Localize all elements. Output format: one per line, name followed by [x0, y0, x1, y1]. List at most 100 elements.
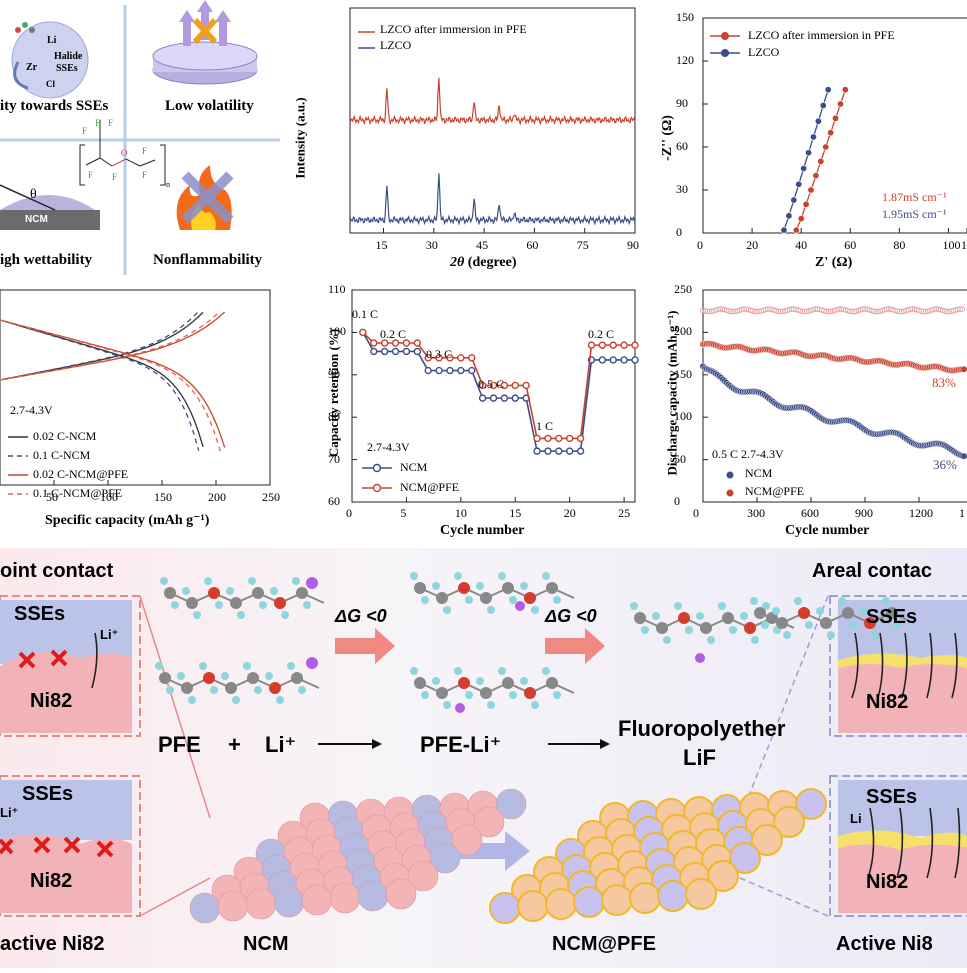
cycling-ce-point: [944, 308, 950, 315]
h-atom: [476, 677, 484, 685]
h-atom: [160, 577, 168, 585]
rate-point: [500, 394, 509, 402]
cycling-ce-point: [920, 308, 927, 315]
rate-point: [565, 434, 574, 443]
cycling-ce-point: [752, 308, 758, 315]
rate-ytick-label: 110: [328, 282, 346, 296]
cycling-ce-point: [765, 306, 771, 312]
sses-label-2: SSEs: [22, 783, 74, 805]
ncm-substrate: [0, 210, 100, 230]
cycling-ce-point: [873, 308, 879, 315]
cycling-ytick-label: 0: [674, 494, 680, 508]
h-atom: [816, 607, 824, 615]
atom: [458, 582, 470, 594]
cycling-ce-point: [739, 306, 745, 313]
atom-zr: Zr: [26, 62, 38, 73]
ncm-particle: [473, 806, 505, 838]
rate-point: [576, 447, 585, 455]
eis-point: [814, 117, 822, 125]
rate-legend-marker-0: [372, 463, 382, 473]
rate-point: [620, 341, 628, 349]
cycling-ce-point: [823, 308, 829, 315]
cycling-ytick-label: 50: [674, 451, 686, 466]
cycling-ce-point: [836, 306, 842, 313]
eis-point: [832, 114, 840, 122]
sses-label-3: SSEs: [866, 606, 918, 628]
h-atom: [827, 631, 835, 639]
rate-xtick-label: 20: [563, 506, 576, 520]
rate-ytick-label: 70: [328, 451, 340, 466]
rate-point: [457, 354, 465, 362]
eis-point: [819, 101, 827, 109]
cycling-legend-marker-0: [726, 471, 734, 479]
li-ion: [695, 653, 705, 663]
h-atom: [761, 621, 769, 629]
xrd-xtick-label: 45: [476, 238, 489, 252]
h-atom: [630, 602, 638, 610]
h-atom: [265, 672, 273, 680]
cd-voltage-label: 2.7-4.3V: [10, 403, 53, 417]
ncm-particle-grid: [189, 788, 527, 924]
cd-discharge-curve-3: [0, 319, 221, 452]
rate-point: [555, 434, 563, 443]
eis-point: [822, 143, 830, 151]
sse-sphere-icon: [11, 21, 89, 99]
h-atom: [237, 611, 245, 619]
rate-point: [544, 447, 552, 455]
property-wettability-label: igh wettability: [0, 252, 93, 268]
cycling-ce-point: [959, 306, 966, 312]
ncm-particle: [407, 860, 439, 892]
atom: [181, 682, 193, 694]
cycling-legend-2: NCM@PFE: [745, 484, 805, 498]
h-atom: [292, 577, 300, 585]
cycling-ce-point: [896, 308, 903, 315]
h-atom: [805, 621, 813, 629]
h-atom: [674, 602, 682, 610]
atom: [480, 592, 492, 604]
li-ion: [306, 657, 318, 669]
ni82-label-2: Ni82: [30, 870, 73, 892]
atom: [296, 587, 308, 599]
eis-point: [836, 100, 844, 108]
property-stability-label: ity towards SSEs: [0, 98, 109, 114]
rate-ytick-label: 60: [328, 494, 340, 508]
ni82-label-1: Ni82: [30, 690, 73, 712]
h-atom: [542, 572, 550, 580]
ni82-label-4: Ni82: [866, 871, 909, 893]
h-atom: [641, 626, 649, 634]
atom: [436, 687, 448, 699]
rate-c-label: 0.2 C: [588, 327, 615, 341]
cd-legend-label: 0.02 C-NCM@PFE: [33, 467, 129, 481]
xrd-ylabel: Intensity (a.u.): [292, 97, 308, 179]
rate-point: [500, 381, 509, 390]
cycling-ce-point: [702, 308, 708, 314]
rate-xtick-label: 5: [400, 506, 407, 520]
h-atom: [171, 601, 179, 609]
point-contact-title: oint contact: [0, 560, 114, 582]
h-atom: [221, 672, 229, 680]
h-atom: [520, 582, 528, 590]
h-atom: [740, 612, 748, 620]
rate-point: [446, 366, 454, 375]
li-label-1: Li⁺: [100, 627, 119, 642]
ncm-pfe-particle: [685, 878, 717, 910]
h-atom: [750, 597, 758, 605]
h-atom: [685, 626, 693, 634]
atom: [436, 592, 448, 604]
molecule-models: [155, 572, 915, 713]
h-atom: [443, 606, 451, 614]
h-atom: [498, 572, 506, 580]
formula-n: n: [166, 180, 170, 189]
cd-xtick-label: 50: [46, 490, 58, 504]
cycling-ce-point: [834, 306, 840, 313]
scheme-graphic: [0, 572, 967, 924]
rate-point: [478, 394, 487, 402]
atom-cl: Cl: [46, 79, 55, 89]
cycling-ce-point: [918, 308, 924, 314]
eis-point: [841, 86, 849, 94]
eis-point: [809, 133, 817, 141]
rate-chart: Capacity retention (%) Cycle number 2.7-…: [300, 282, 640, 540]
cd-xlabel: Specific capacity (mAh g⁻¹): [45, 513, 210, 528]
rate-point: [620, 356, 628, 364]
h-atom: [553, 596, 561, 604]
